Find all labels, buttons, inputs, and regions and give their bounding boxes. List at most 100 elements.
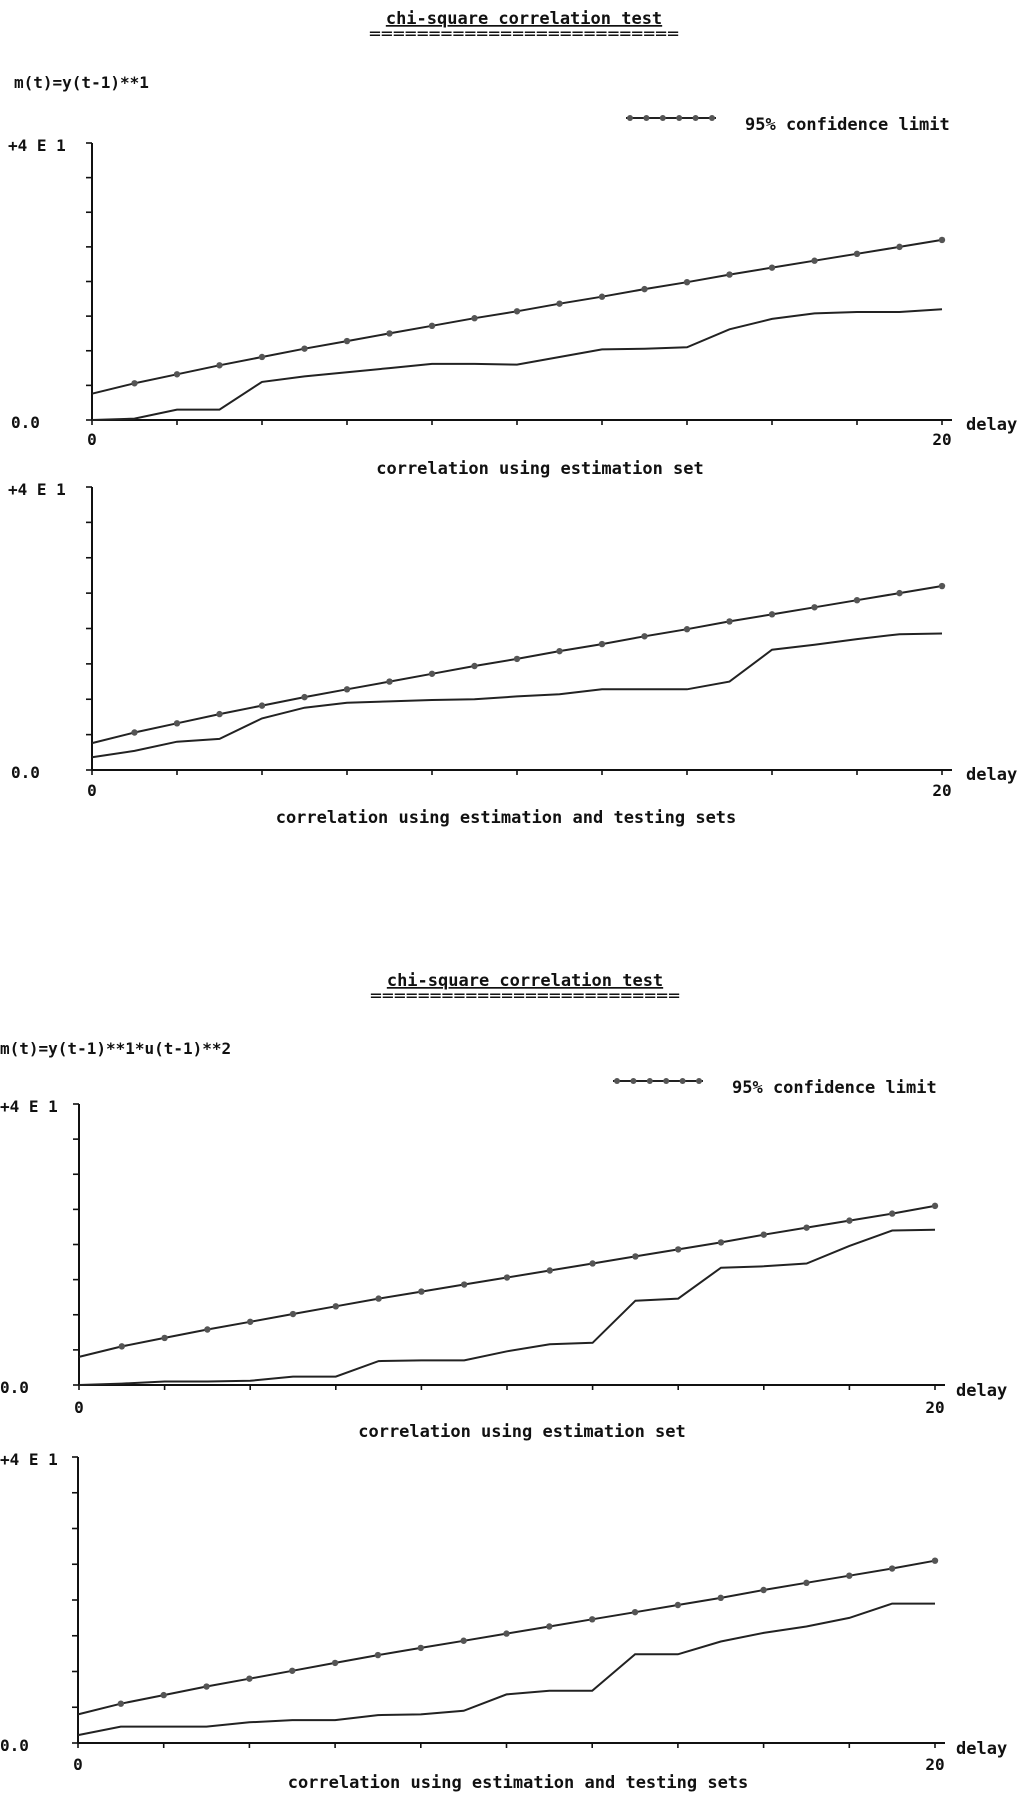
panel-1-chart-b-confidence-limit-point bbox=[131, 729, 138, 736]
panel-2-chart-a-x-axis-label: delay bbox=[956, 1381, 1007, 1401]
panel-2-chart-a-confidence-limit-point bbox=[247, 1318, 254, 1325]
panel-2-chart-b-confidence-limit-point bbox=[331, 1659, 339, 1667]
panel-1-chart-a-confidence-limit-point bbox=[896, 243, 903, 251]
panel-1-chart-a-correlation-line bbox=[91, 308, 943, 421]
panel-1-chart-a-confidence-limit-point bbox=[216, 362, 223, 369]
panel-2-legend-point bbox=[696, 1078, 702, 1084]
panel-2-chart-a-confidence-limit-point bbox=[589, 1260, 596, 1267]
panel-2-chart-b-confidence-limit-point bbox=[888, 1565, 896, 1572]
panel-1-chart-b-confidence-limit-point bbox=[811, 604, 818, 611]
panel-1-chart-a-confidence-limit-point bbox=[811, 257, 818, 264]
panel-1-chart-b-confidence-limit-point bbox=[471, 662, 478, 670]
panel-2-chart-a-confidence-limit-point bbox=[418, 1288, 425, 1295]
panel-1-chart-a-confidence-limit-point bbox=[513, 308, 521, 315]
panel-2-chart-a-x-tick-20: 20 bbox=[925, 1398, 944, 1417]
panel-2-legend-point bbox=[663, 1078, 670, 1084]
panel-2-chart-estimation-set: +4 E 1 0.0 0 20 delay correlation using … bbox=[0, 1097, 1007, 1442]
panel-2-chart-a-confidence-limit-point bbox=[204, 1326, 211, 1333]
panel-2-legend-point bbox=[646, 1078, 653, 1084]
panel-1-chart-a-x-tick-0: 0 bbox=[87, 430, 97, 449]
panel-2-chart-a-correlation-line bbox=[78, 1228, 936, 1386]
panel-2-chart-b-confidence-limit-point bbox=[631, 1608, 639, 1616]
panel-1-chart-b-confidence-limit-point bbox=[556, 647, 563, 655]
panel-1-chart-a-confidence-limit-point bbox=[683, 278, 691, 286]
panel-2-chart-b-confidence-limit-point bbox=[931, 1557, 939, 1564]
panel-2-chart-b-caption: correlation using estimation and testing… bbox=[288, 1773, 749, 1792]
panel-2-chart-b-confidence-limit-point bbox=[503, 1630, 510, 1637]
panel-2-chart-a-confidence-limit-point bbox=[161, 1334, 168, 1342]
panel-2-chart-b-x-tick-0: 0 bbox=[73, 1755, 83, 1774]
panel-1-legend: 95% confidence limit bbox=[626, 115, 950, 135]
panel-1-chart-b-confidence-limit-point bbox=[216, 710, 223, 718]
panel-1-chart-b-confidence-limit-point bbox=[768, 611, 776, 618]
panel-1-chart-a-confidence-limit-point bbox=[768, 264, 776, 271]
panel-1-chart-b-caption: correlation using estimation and testing… bbox=[276, 808, 737, 828]
panel-2-chart-a-caption: correlation using estimation set bbox=[358, 1422, 686, 1442]
panel-1-chart-b-correlation-line bbox=[91, 632, 943, 759]
panel-2-chart-b-correlation-line bbox=[77, 1602, 935, 1737]
panel-1-chart-b-x-tick-0: 0 bbox=[87, 781, 97, 800]
panel-2-chart-a-confidence-limit-point bbox=[803, 1224, 810, 1231]
panel-1-legend-sample bbox=[626, 115, 716, 121]
panel-1-chart-b-confidence-limit-point bbox=[938, 582, 946, 590]
panel-2-chart-b-confidence-limit-point bbox=[717, 1594, 724, 1602]
panel-2-chart-a-confidence-limit-point bbox=[717, 1239, 725, 1246]
panel-2-chart-a-confidence-limit-point bbox=[846, 1217, 853, 1224]
panel-2-chart-a-confidence-limit-point bbox=[931, 1202, 939, 1210]
panel-1-chart-b-confidence-limit-point bbox=[301, 693, 308, 701]
panel-1-chart-a-confidence-limit-point bbox=[258, 353, 266, 361]
panel-2-chart-a-confidence-limit-point bbox=[289, 1310, 297, 1318]
panel-1-chart-b-confidence-limit-point bbox=[173, 720, 181, 727]
panel-1-chart-b-confidence-limit-point bbox=[853, 597, 861, 604]
panel-2-legend: 95% confidence limit bbox=[613, 1078, 937, 1098]
panel-2-chart-b-x-axis-label: delay bbox=[956, 1739, 1007, 1759]
panel-1-chart-b-confidence-limit-point bbox=[513, 655, 521, 663]
panel-2-chart-a-confidence-limit-point bbox=[118, 1343, 126, 1350]
panel-2-chart-b-confidence-limit-point bbox=[846, 1572, 853, 1579]
panel-1-chart-b-confidence-limit-point bbox=[386, 678, 393, 685]
panel-1-chart-a-confidence-limit-point bbox=[471, 315, 478, 322]
panel-1-chart-b-confidence-limit-point bbox=[258, 702, 266, 709]
panel-2-chart-a-confidence-limit-point bbox=[332, 1303, 339, 1310]
panel-1-chart-b-confidence-limit-point bbox=[641, 633, 648, 640]
panel-2-model-label: m(t)=y(t-1)**1*u(t-1)**2 bbox=[0, 1039, 231, 1058]
panel-1-chart-a-confidence-limit-point bbox=[428, 322, 436, 330]
panel-1-chart-b-confidence-limit-point bbox=[896, 589, 903, 597]
panel-2-chart-b-confidence-limit-point bbox=[674, 1601, 682, 1609]
panel-2-chart-b-confidence-limit-point bbox=[374, 1651, 382, 1659]
panel-2-chart-a-x-tick-0: 0 bbox=[74, 1398, 84, 1417]
panel-2-chart-a-confidence-limit-point bbox=[503, 1274, 511, 1281]
panel-2-legend-point bbox=[679, 1078, 686, 1084]
panel-2-title-underline: ========================== bbox=[370, 989, 680, 1004]
panel-2-legend-point bbox=[614, 1078, 620, 1084]
panel-1-chart-a-y-top-label: +4 E 1 bbox=[8, 136, 66, 155]
panel-1-chart-a-confidence-limit-point bbox=[386, 330, 393, 337]
panel-2-chart-b-confidence-limit-point bbox=[289, 1667, 296, 1674]
panel-1-chart-b-confidence-limit-point bbox=[343, 686, 351, 693]
panel-1-legend-point bbox=[627, 115, 633, 121]
panel-2-chart-a-confidence-limit-point bbox=[889, 1210, 896, 1217]
panel-1-chart-a-caption: correlation using estimation set bbox=[376, 459, 704, 479]
panel-2-chart-a-y-top-label: +4 E 1 bbox=[0, 1097, 58, 1116]
panel-2-chart-b-confidence-limit-point bbox=[117, 1700, 125, 1707]
panel-1-chart-a-x-tick-20: 20 bbox=[932, 430, 951, 449]
panel-1-legend-point bbox=[709, 115, 715, 121]
panel-1-chart-a-confidence-limit-point bbox=[598, 293, 606, 300]
panel-1-chart-a-confidence-limit-point bbox=[853, 250, 861, 257]
panel-2-chart-a-confidence-limit-point bbox=[546, 1267, 553, 1274]
panel-2-chart-b-x-tick-20: 20 bbox=[925, 1755, 944, 1774]
panel-2-chart-a-confidence-limit-point bbox=[760, 1231, 767, 1238]
panel-2-chart-b-y-zero-label: 0.0 bbox=[0, 1736, 29, 1755]
panel-1-title-underline: ========================== bbox=[369, 27, 679, 42]
panel-2-chart-estimation-testing-sets: +4 E 1 0.0 0 20 delay correlation using … bbox=[0, 1450, 1007, 1793]
panel-1-chart-a-confidence-limit-point bbox=[556, 300, 563, 307]
panel-2-chart-a-confidence-limit-point bbox=[375, 1295, 382, 1302]
panel-1-chart-a-confidence-limit-point bbox=[343, 337, 351, 345]
panel-1-chart-a-confidence-limit-point bbox=[131, 380, 138, 387]
panel-1-title: chi-square correlation test bbox=[386, 9, 662, 29]
panel-1-chart-a-confidence-limit-point bbox=[938, 236, 946, 244]
panel-2-chart-b-confidence-limit-point bbox=[160, 1691, 167, 1699]
panel-2-chart-a-confidence-limit-point bbox=[461, 1281, 468, 1288]
